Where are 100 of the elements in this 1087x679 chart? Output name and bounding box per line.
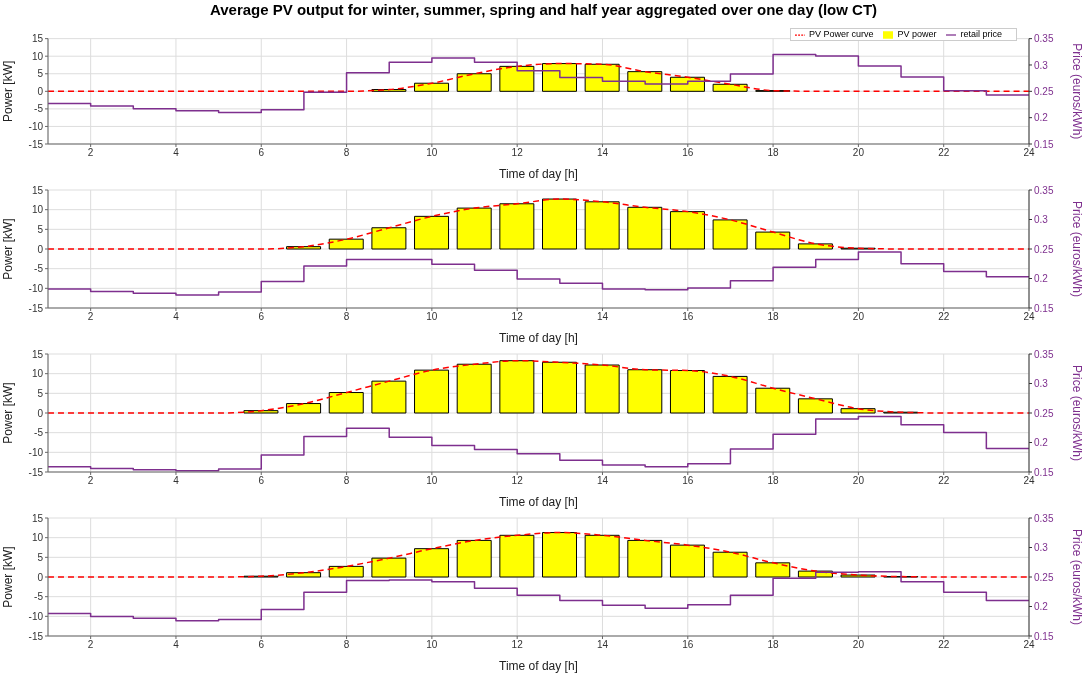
x-tick-label: 14 — [596, 311, 609, 323]
x-tick-label: 18 — [767, 639, 780, 651]
x-tick-label: 14 — [596, 147, 609, 159]
legend-label: retail price — [960, 29, 1002, 39]
y2-tick-label: 0.15 — [1034, 302, 1054, 314]
x-tick-label: 20 — [852, 639, 865, 651]
y-tick-label: -5 — [34, 427, 44, 439]
x-tick-label: 6 — [258, 311, 265, 323]
y2-tick-label: 0.15 — [1034, 466, 1054, 478]
x-tick-label: 16 — [682, 147, 694, 159]
x-axis-title: Time of day [h] — [499, 495, 578, 509]
y2-tick-label: 0.3 — [1034, 59, 1049, 71]
x-tick-label: 12 — [511, 475, 524, 487]
x-tick-label: 24 — [1023, 639, 1035, 651]
x-tick-label: 4 — [173, 311, 180, 323]
x-tick-label: 10 — [426, 639, 438, 651]
y2-tick-label: 0.25 — [1034, 85, 1054, 97]
y-tick-label: 15 — [31, 348, 44, 360]
y-tick-label: -5 — [34, 103, 44, 115]
x-tick-label: 20 — [852, 311, 865, 323]
x-tick-label: 2 — [87, 311, 94, 323]
y2-tick-label: 0.3 — [1034, 214, 1049, 226]
y-tick-label: 15 — [31, 33, 44, 45]
x-tick-label: 6 — [258, 639, 265, 651]
x-tick-label: 10 — [426, 311, 438, 323]
y-tick-label: -15 — [28, 630, 44, 642]
y-tick-label: 5 — [37, 68, 44, 80]
y2-tick-label: 0.35 — [1034, 184, 1054, 196]
y2-axis-title: Price (euros/kWh) — [1069, 200, 1084, 298]
x-axis-title: Time of day [h] — [499, 331, 578, 345]
y-tick-label: 0 — [37, 571, 44, 583]
x-tick-label: 12 — [511, 639, 524, 651]
x-tick-label: 18 — [767, 147, 780, 159]
x-tick-label: 8 — [343, 639, 350, 651]
x-axis-title: Time of day [h] — [499, 167, 578, 181]
x-tick-label: 6 — [258, 475, 265, 487]
x-axis-title: Time of day [h] — [499, 659, 578, 673]
y2-tick-label: 0.2 — [1034, 273, 1049, 285]
y2-tick-label: 0.2 — [1034, 112, 1049, 124]
y2-tick-label: 0.35 — [1034, 512, 1054, 524]
y-axis-title: Power [kW] — [1, 218, 16, 280]
x-tick-label: 14 — [596, 639, 609, 651]
y-tick-label: 15 — [31, 184, 44, 196]
x-tick-label: 8 — [343, 147, 350, 159]
y-tick-label: -10 — [28, 610, 44, 622]
y-tick-label: -10 — [28, 446, 44, 458]
y2-tick-label: 0.25 — [1034, 571, 1054, 583]
y2-axis-title: Price (euros/kWh) — [1069, 364, 1084, 462]
x-tick-label: 22 — [938, 475, 950, 487]
x-tick-label: 8 — [343, 475, 350, 487]
y2-tick-label: 0.25 — [1034, 407, 1054, 419]
x-tick-label: 10 — [426, 475, 438, 487]
x-tick-label: 2 — [87, 147, 94, 159]
y-tick-label: 10 — [31, 368, 44, 380]
y-tick-label: -15 — [28, 138, 44, 150]
x-tick-label: 6 — [258, 147, 265, 159]
y2-tick-label: 0.35 — [1034, 33, 1054, 45]
y2-tick-label: 0.2 — [1034, 601, 1049, 613]
x-tick-label: 12 — [511, 311, 524, 323]
y2-axis-title: Price (euros/kWh) — [1069, 528, 1084, 626]
chart-title: Average PV output for winter, summer, spring and half year aggregated over one day (low CT) — [208, 0, 879, 20]
y-tick-label: 10 — [31, 532, 44, 544]
y-tick-label: -15 — [28, 466, 44, 478]
x-tick-label: 24 — [1023, 311, 1035, 323]
y-tick-label: -15 — [28, 302, 44, 314]
x-tick-label: 18 — [767, 311, 780, 323]
x-tick-label: 2 — [87, 639, 94, 651]
y-tick-label: -10 — [28, 120, 44, 132]
y-axis-title: Power [kW] — [1, 546, 16, 608]
x-tick-label: 22 — [938, 311, 950, 323]
y2-tick-label: 0.15 — [1034, 138, 1054, 150]
x-tick-label: 4 — [173, 639, 180, 651]
x-tick-label: 16 — [682, 639, 694, 651]
x-tick-label: 22 — [938, 639, 950, 651]
y-tick-label: -5 — [34, 591, 44, 603]
x-tick-label: 16 — [682, 311, 694, 323]
y-axis-title: Power [kW] — [1, 60, 16, 122]
y-tick-label: 0 — [37, 85, 44, 97]
legend-label: PV Power curve — [808, 29, 874, 39]
x-tick-label: 4 — [173, 475, 180, 487]
x-tick-label: 16 — [682, 475, 694, 487]
y2-tick-label: 0.3 — [1034, 542, 1049, 554]
y2-tick-label: 0.2 — [1034, 437, 1049, 449]
x-tick-label: 20 — [852, 147, 865, 159]
y-tick-label: 5 — [37, 551, 44, 563]
y2-axis-title: Price (euros/kWh) — [1069, 43, 1084, 140]
x-tick-label: 2 — [87, 475, 94, 487]
x-tick-label: 14 — [596, 475, 609, 487]
y-axis-title: Power [kW] — [1, 382, 16, 444]
y2-tick-label: 0.25 — [1034, 243, 1054, 255]
x-tick-label: 10 — [426, 147, 438, 159]
x-tick-label: 8 — [343, 311, 350, 323]
y2-tick-label: 0.15 — [1034, 630, 1054, 642]
y-tick-label: 5 — [37, 387, 44, 399]
y-tick-label: 0 — [37, 407, 44, 419]
y2-tick-label: 0.35 — [1034, 348, 1054, 360]
y-tick-label: 5 — [37, 223, 44, 235]
y-tick-label: 10 — [31, 50, 44, 62]
y-tick-label: 10 — [31, 204, 44, 216]
y-tick-label: -5 — [34, 263, 44, 275]
